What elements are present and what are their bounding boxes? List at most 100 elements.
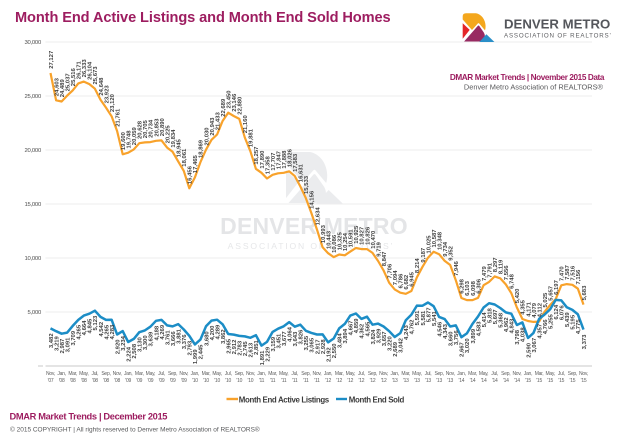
svg-text:10,587: 10,587 [432, 229, 438, 248]
svg-text:'15: '15 [525, 378, 531, 384]
svg-text:'07: '07 [48, 378, 54, 384]
svg-text:6,298: 6,298 [460, 278, 466, 293]
svg-text:Jul,: Jul, [558, 371, 565, 377]
svg-text:3,680: 3,680 [204, 331, 210, 346]
svg-text:3,484: 3,484 [338, 333, 344, 348]
svg-text:Sep,: Sep, [168, 371, 177, 377]
svg-text:'09: '09 [148, 378, 154, 384]
svg-text:Nov,: Nov, [446, 371, 455, 377]
svg-text:Nov,: Nov, [379, 371, 388, 377]
svg-text:May,: May, [412, 371, 421, 377]
svg-text:May,: May, [545, 371, 554, 377]
svg-text:10,000: 10,000 [24, 256, 41, 262]
svg-text:4,038: 4,038 [521, 327, 527, 342]
svg-text:DMAR Market Trends | December: DMAR Market Trends | December 2015 [10, 412, 168, 422]
svg-text:20,030: 20,030 [204, 127, 210, 146]
svg-text:Jan,: Jan, [457, 371, 465, 377]
svg-text:10,993: 10,993 [321, 224, 327, 243]
svg-text:5,439: 5,439 [565, 312, 571, 327]
svg-text:DENVER METRO: DENVER METRO [220, 213, 408, 239]
svg-text:'15: '15 [547, 378, 553, 384]
svg-text:Jan,: Jan, [257, 371, 265, 377]
svg-text:3,643: 3,643 [293, 331, 299, 346]
svg-text:4,362: 4,362 [360, 323, 366, 338]
svg-text:4,546: 4,546 [437, 321, 443, 336]
svg-text:3,042: 3,042 [399, 337, 405, 352]
svg-text:DMAR Market Trends | November: DMAR Market Trends | November 2015 Data [450, 73, 605, 82]
svg-text:Nov,: Nov, [313, 371, 322, 377]
svg-text:10,827: 10,827 [360, 226, 366, 245]
svg-text:4,542: 4,542 [99, 321, 105, 336]
svg-text:5,877: 5,877 [426, 307, 432, 322]
svg-text:23,450: 23,450 [227, 90, 233, 109]
svg-text:Sep,: Sep, [101, 371, 110, 377]
svg-text:May,: May, [346, 371, 355, 377]
svg-text:6,103: 6,103 [465, 280, 471, 295]
svg-text:'11: '11 [292, 378, 298, 384]
svg-text:'12: '12 [347, 378, 353, 384]
svg-text:'08: '08 [92, 378, 98, 384]
svg-text:4,843: 4,843 [510, 318, 516, 333]
svg-text:'13: '13 [436, 378, 442, 384]
svg-text:Mar,: Mar, [268, 371, 277, 377]
svg-text:2,613: 2,613 [249, 342, 255, 357]
svg-text:25,000: 25,000 [24, 94, 41, 100]
svg-text:3,091: 3,091 [66, 337, 72, 352]
svg-text:24,603: 24,603 [54, 77, 60, 96]
svg-text:25,516: 25,516 [71, 67, 77, 86]
svg-text:3,881: 3,881 [177, 328, 183, 343]
svg-text:16,456: 16,456 [188, 165, 194, 184]
svg-text:27,127: 27,127 [49, 50, 55, 69]
svg-text:DENVER METRO: DENVER METRO [504, 16, 610, 31]
svg-text:22,689: 22,689 [221, 98, 227, 117]
svg-text:'09: '09 [159, 378, 165, 384]
svg-text:20,853: 20,853 [154, 118, 160, 137]
svg-text:Month End Sold: Month End Sold [349, 396, 405, 405]
svg-text:7,946: 7,946 [454, 261, 460, 276]
svg-text:17,888: 17,888 [282, 150, 288, 169]
svg-text:2,928: 2,928 [321, 339, 327, 354]
svg-text:2,192: 2,192 [326, 347, 332, 362]
svg-text:May,: May, [479, 371, 488, 377]
svg-text:Mar,: Mar, [535, 371, 544, 377]
svg-text:'13: '13 [447, 378, 453, 384]
svg-text:Jan,: Jan, [57, 371, 65, 377]
svg-text:'08: '08 [59, 378, 65, 384]
svg-text:9,734: 9,734 [443, 241, 449, 256]
svg-text:'11: '11 [303, 378, 309, 384]
svg-text:'12: '12 [370, 378, 376, 384]
svg-text:4,243: 4,243 [404, 324, 410, 339]
svg-text:3,482: 3,482 [49, 333, 55, 348]
svg-text:4,064: 4,064 [288, 326, 294, 341]
svg-text:3,709: 3,709 [71, 330, 77, 345]
svg-text:Jul,: Jul, [425, 371, 432, 377]
svg-text:'15: '15 [570, 378, 576, 384]
svg-text:8,119: 8,119 [499, 259, 505, 274]
svg-text:17,583: 17,583 [293, 153, 299, 172]
svg-text:Mar,: Mar, [202, 371, 211, 377]
svg-text:6,748: 6,748 [510, 273, 516, 288]
svg-text:3,130: 3,130 [138, 336, 144, 351]
svg-text:12,634: 12,634 [315, 207, 321, 226]
svg-text:2,917: 2,917 [315, 339, 321, 354]
svg-text:4,357: 4,357 [537, 323, 543, 338]
svg-text:20,734: 20,734 [149, 119, 155, 138]
svg-text:3,219: 3,219 [54, 335, 60, 350]
svg-text:'10: '10 [203, 378, 209, 384]
svg-text:5,697: 5,697 [493, 309, 499, 324]
svg-text:7,156: 7,156 [576, 269, 582, 284]
svg-text:21,433: 21,433 [215, 112, 221, 131]
svg-text:3,824: 3,824 [371, 329, 377, 344]
svg-text:6,197: 6,197 [554, 279, 560, 294]
svg-text:10,025: 10,025 [426, 235, 432, 254]
svg-text:3,255: 3,255 [304, 335, 310, 350]
svg-text:3,300: 3,300 [143, 335, 149, 350]
svg-text:17,707: 17,707 [271, 152, 277, 171]
svg-text:Mar,: Mar, [401, 371, 410, 377]
svg-text:'11: '11 [314, 378, 320, 384]
svg-text:Nov,: Nov, [579, 371, 588, 377]
svg-text:8,214: 8,214 [415, 258, 421, 273]
svg-text:Sep,: Sep, [235, 371, 244, 377]
svg-text:4,200: 4,200 [210, 325, 216, 340]
svg-text:'10: '10 [225, 378, 231, 384]
